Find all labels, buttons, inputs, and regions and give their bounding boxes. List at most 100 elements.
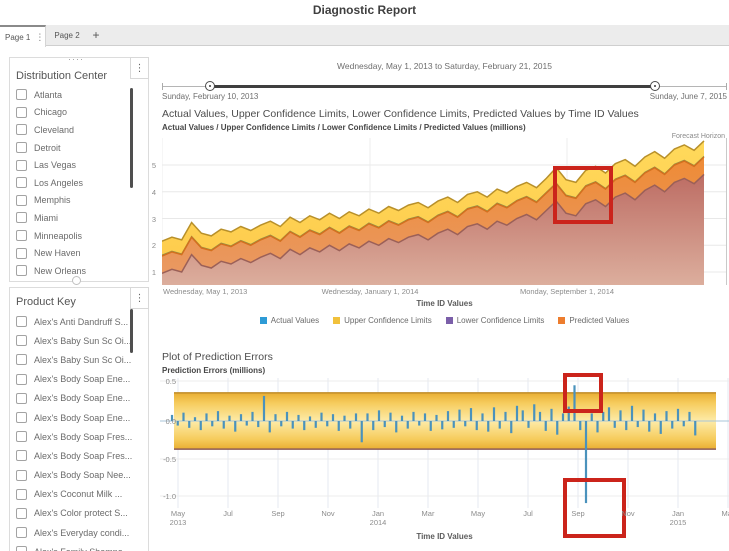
filter-option-label: Alex's Family Shampo... [34, 547, 130, 551]
distribution-center-menu-button[interactable]: ⋮ [130, 57, 149, 79]
checkbox[interactable] [16, 527, 27, 539]
checkbox[interactable] [16, 265, 27, 277]
errors-chart-subtitle: Prediction Errors (millions) [162, 366, 266, 375]
slider-range-label: Wednesday, May 1, 2013 to Saturday, Febr… [337, 61, 552, 71]
panel-resize-handle[interactable] [72, 276, 81, 285]
filter-option[interactable]: Memphis [10, 192, 148, 210]
checkbox[interactable] [16, 142, 27, 154]
filter-option[interactable]: Detroit [10, 139, 148, 157]
checkbox[interactable] [16, 392, 27, 404]
tab-page-1[interactable]: Page 1 ⋮ [0, 25, 46, 47]
checkbox[interactable] [16, 373, 27, 385]
filter-option[interactable]: Cleveland [10, 121, 148, 139]
filter-option[interactable]: Alex's Baby Sun Sc Oi... [10, 350, 148, 369]
product-key-panel: Product Key Alex's Anti Dandruff S... Ale… [9, 287, 149, 551]
y-tick-label: 3 [151, 214, 156, 224]
filter-option-label: Alex's Anti Dandruff S... [34, 316, 129, 327]
filter-option-label: Alex's Body Soap Fres... [34, 431, 133, 442]
filter-option[interactable]: Las Vegas [10, 156, 148, 174]
checkbox[interactable] [16, 212, 27, 224]
legend-item: Upper Confidence Limits [333, 316, 432, 325]
checkbox[interactable] [16, 412, 27, 424]
distribution-center-panel: ···· Distribution Center Atlanta Chicago C… [9, 54, 149, 285]
legend-swatch [558, 317, 566, 324]
tab-page-1-label: Page 1 [5, 32, 31, 42]
tab-page-2[interactable]: Page 2 [54, 30, 80, 40]
filter-option-label: New Orleans [34, 265, 87, 276]
checkbox[interactable] [16, 194, 27, 206]
legend-swatch [445, 317, 453, 324]
checkbox[interactable] [16, 450, 27, 462]
checkbox[interactable] [16, 469, 27, 481]
x-tick-label: Nov [621, 509, 635, 518]
x-tick-label: Jan [371, 509, 385, 518]
checkbox[interactable] [16, 177, 27, 189]
filter-option[interactable]: Alex's Baby Sun Sc Oi... [10, 331, 148, 350]
slider-max-label: Sunday, June 7, 2015 [649, 92, 727, 101]
drag-handle-icon[interactable]: ···· [68, 54, 84, 64]
slider-end-tick [726, 83, 727, 90]
filter-option[interactable]: Los Angeles [10, 174, 148, 192]
checkbox[interactable] [16, 546, 27, 551]
y-tick-label: 5 [151, 161, 156, 170]
filter-option[interactable]: Alex's Coconut Milk ... [10, 485, 148, 504]
x-tick-year-label: 2015 [669, 518, 687, 527]
filter-option[interactable]: Alex's Body Soap Ene... [10, 408, 148, 427]
checkbox[interactable] [16, 124, 27, 136]
kebab-icon: ⋮ [134, 62, 145, 74]
checkbox[interactable] [16, 106, 27, 118]
product-key-menu-button[interactable]: ⋮ [130, 287, 149, 309]
x-tick-label: Monday, September 1, 2014 [519, 287, 615, 296]
scrollbar[interactable] [130, 88, 133, 188]
forecast-area-chart[interactable] [162, 138, 727, 285]
tab-menu-icon[interactable]: ⋮ [35, 31, 45, 42]
checkbox[interactable] [16, 159, 27, 171]
add-page-button[interactable]: + [92, 28, 100, 42]
y-tick-label: 0.0 [165, 417, 176, 426]
slider-start-tick [162, 83, 163, 90]
filter-option[interactable]: Chicago [10, 104, 148, 122]
filter-option-label: Alex's Everyday condi... [34, 527, 130, 538]
filter-option[interactable]: Alex's Body Soap Fres... [10, 427, 148, 446]
filter-option[interactable]: Alex's Body Soap Nee... [10, 466, 148, 485]
filter-option[interactable]: Alex's Body Soap Ene... [10, 389, 148, 408]
checkbox[interactable] [16, 89, 27, 101]
filter-option-label: Alex's Body Soap Ene... [34, 393, 131, 404]
checkbox[interactable] [16, 247, 27, 259]
legend-label: Actual Values [270, 316, 320, 325]
kebab-icon: ⋮ [134, 292, 145, 304]
slider-selected-range[interactable] [210, 85, 655, 88]
filter-option[interactable]: Miami [10, 209, 148, 227]
x-tick-label: Wednesday, January 1, 2014 [321, 287, 419, 296]
slider-left-handle[interactable] [205, 81, 215, 91]
slider-right-handle[interactable] [650, 81, 660, 91]
checkbox[interactable] [16, 230, 27, 242]
filter-option[interactable]: Alex's Body Soap Ene... [10, 370, 148, 389]
checkbox[interactable] [16, 488, 27, 500]
filter-option[interactable]: Alex's Everyday condi... [10, 523, 148, 542]
filter-option[interactable]: New Orleans [10, 262, 148, 280]
legend-label: Lower Confidence Limits [456, 316, 545, 325]
x-tick-label: May [170, 509, 186, 518]
tab-bar: Page 1 ⋮ Page 2 + [0, 25, 729, 47]
filter-option[interactable]: Minneapolis [10, 227, 148, 245]
filter-option[interactable]: Atlanta [10, 86, 148, 104]
filter-option-label: Alex's Body Soap Fres... [34, 450, 133, 461]
legend-item: Actual Values [259, 316, 320, 325]
scrollbar[interactable] [130, 309, 133, 353]
filter-option[interactable]: Alex's Body Soap Fres... [10, 446, 148, 465]
checkbox[interactable] [16, 507, 27, 519]
checkbox[interactable] [16, 335, 27, 347]
checkbox[interactable] [16, 431, 27, 443]
distribution-center-list: Atlanta Chicago Cleveland Detroit Las Vegas L… [10, 86, 148, 281]
checkbox[interactable] [16, 354, 27, 366]
filter-option[interactable]: Alex's Anti Dandruff S... [10, 312, 148, 331]
filter-option-label: Alex's Baby Sun Sc Oi... [34, 354, 132, 365]
filter-option[interactable]: Alex's Color protect S... [10, 504, 148, 523]
filter-option-label: Las Vegas [34, 160, 77, 171]
errors-bar-chart[interactable] [160, 378, 729, 508]
filter-option[interactable]: New Haven [10, 244, 148, 262]
filter-option[interactable]: Alex's Family Shampo... [10, 542, 148, 551]
checkbox[interactable] [16, 316, 27, 328]
